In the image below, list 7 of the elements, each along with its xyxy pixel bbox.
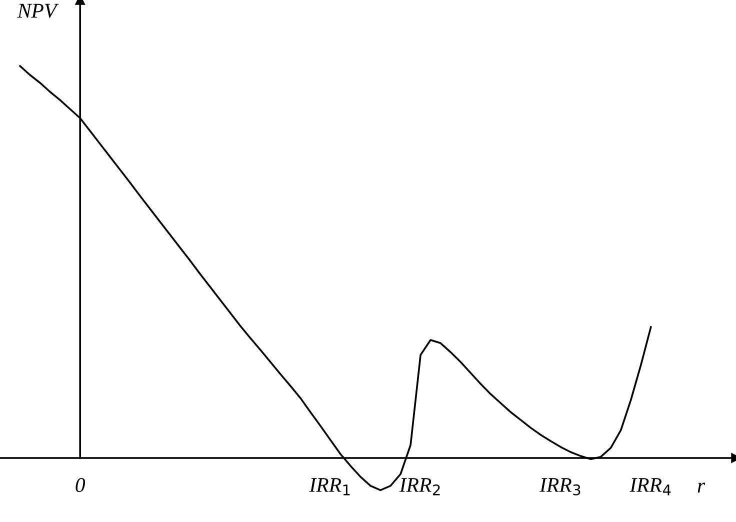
y-axis-title: NPV [17, 4, 59, 18]
x-tick-label: 0 [76, 478, 86, 492]
x-tick-label: IRR$_{3}$ [539, 478, 580, 496]
x-tick-label: IRR$_{4}$ [630, 478, 671, 496]
x-tick-label: IRR$_{2}$ [399, 478, 440, 496]
x-tick-label: IRR$_{1}$ [309, 478, 350, 496]
x-axis-title: r [698, 482, 706, 492]
